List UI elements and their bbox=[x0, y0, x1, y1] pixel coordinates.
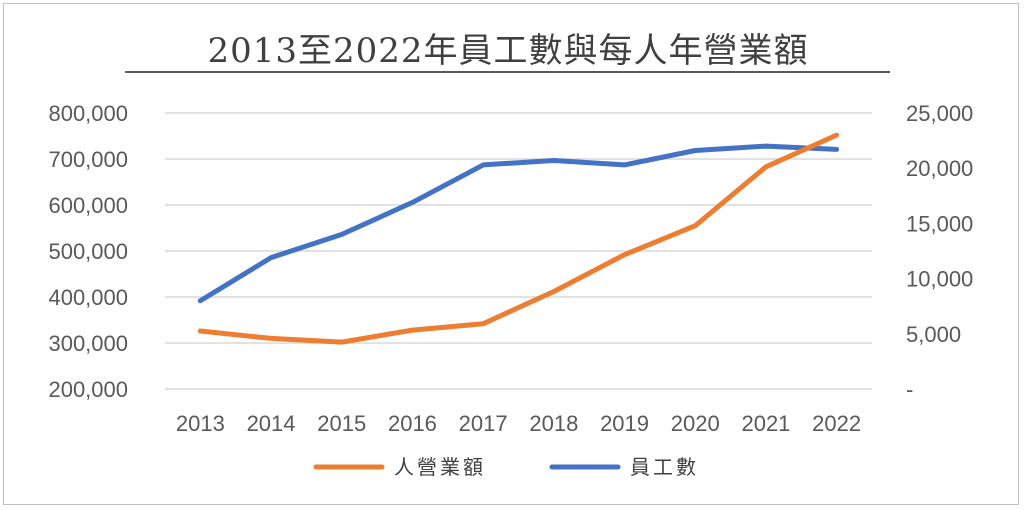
left-axis-tick-label: 400,000 bbox=[48, 285, 128, 310]
legend: 人營業額 員工數 bbox=[313, 455, 699, 479]
left-axis-tick-label: 500,000 bbox=[48, 239, 128, 264]
left-axis-tick-label: 700,000 bbox=[48, 147, 128, 172]
chart-title: 2013至2022年員工數與每人年營業額 bbox=[207, 31, 808, 71]
x-axis-tick-label: 2013 bbox=[176, 411, 225, 436]
right-axis-tick-label: 10,000 bbox=[906, 267, 973, 292]
series-line-revenue-per-person bbox=[197, 132, 840, 345]
series-line-employees bbox=[197, 143, 840, 304]
left-axis-tick-label: 600,000 bbox=[48, 193, 128, 218]
x-axis-tick-label: 2019 bbox=[600, 411, 649, 436]
right-axis-tick-label: 15,000 bbox=[906, 211, 973, 236]
right-axis-tick-label: 20,000 bbox=[906, 156, 973, 181]
series-lines bbox=[197, 132, 840, 345]
x-axis-tick-label: 2016 bbox=[388, 411, 437, 436]
right-axis-ticks: 25,000 20,000 15,000 10,000 5,000 - bbox=[906, 101, 973, 402]
x-axis-tick-label: 2014 bbox=[247, 411, 296, 436]
x-axis-tick-label: 2021 bbox=[741, 411, 790, 436]
x-axis-tick-label: 2017 bbox=[459, 411, 508, 436]
right-axis-tick-label: - bbox=[906, 377, 913, 402]
left-axis-tick-label: 200,000 bbox=[48, 377, 128, 402]
chart-title-group: 2013至2022年員工數與每人年營業額 bbox=[125, 31, 890, 73]
x-axis-tick-label: 2020 bbox=[671, 411, 720, 436]
left-axis-ticks: 800,000 700,000 600,000 500,000 400,000 300,0… bbox=[48, 101, 128, 402]
legend-label: 人營業額 bbox=[394, 455, 486, 479]
chart-frame bbox=[3, 3, 1019, 505]
left-axis-tick-label: 800,000 bbox=[48, 101, 128, 126]
legend-label: 員工數 bbox=[630, 455, 699, 479]
gridlines bbox=[165, 112, 872, 390]
right-axis-tick-label: 25,000 bbox=[906, 101, 973, 126]
x-axis-tick-label: 2018 bbox=[529, 411, 578, 436]
x-axis-tick-label: 2022 bbox=[812, 411, 861, 436]
right-axis-tick-label: 5,000 bbox=[906, 322, 961, 347]
x-axis-tick-label: 2015 bbox=[317, 411, 366, 436]
left-axis-tick-label: 300,000 bbox=[48, 331, 128, 356]
x-axis-ticks: 2013 2014 2015 2016 2017 2018 2019 2020 2021 2022 bbox=[176, 411, 861, 436]
